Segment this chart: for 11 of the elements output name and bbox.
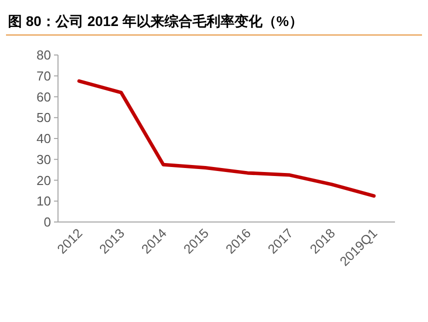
y-tick-label: 20 [36,172,51,188]
y-tick-label: 70 [36,68,51,84]
y-tick-label: 60 [36,89,51,104]
y-tick-label: 0 [44,214,51,230]
chart-title: 图 80：公司 2012 年以来综合毛利率变化（%） [8,13,303,29]
y-tick-label: 40 [36,131,51,146]
line-series [77,79,376,198]
y-tick-label: 30 [36,152,51,167]
y-tick-label: 80 [36,48,51,62]
y-tick-label: 50 [36,110,51,126]
y-tick-label: 10 [36,194,51,209]
